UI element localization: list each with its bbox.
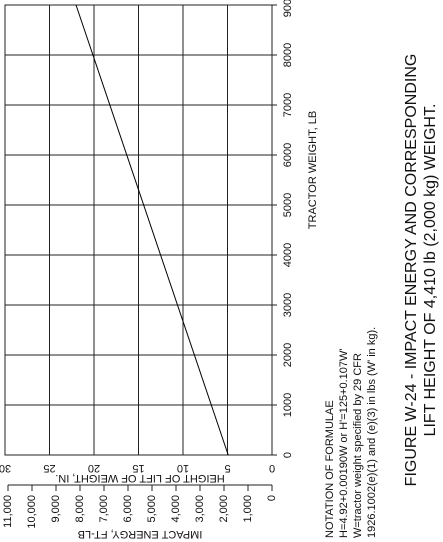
y2-tick-label: 4,000: [170, 495, 182, 523]
y-tick-label: 15: [132, 462, 144, 474]
y2-tick-label: 7,000: [98, 495, 110, 523]
data-line: [75, 4, 229, 456]
y2-axis-label: IMPACT ENERGY, FT-LB: [78, 528, 203, 540]
y2-tick-label: 5,000: [146, 495, 158, 523]
chart-title: LIFT HEIGHT OF 4,410 lb (2,000 kg) WEIGH…: [422, 104, 439, 437]
x-tick-label: 0: [282, 452, 294, 458]
y2-tick-label: 2,000: [218, 495, 230, 523]
y-axis-label: HEIGHT OF LIFT OF WEIGHT, IN.: [55, 472, 225, 484]
y-tick-label: 20: [88, 462, 100, 474]
x-tick-label: 6000: [282, 143, 294, 167]
x-axis-label: TRACTOR WEIGHT, LB: [307, 111, 319, 229]
y2-tick-label: 8,000: [74, 495, 86, 523]
x-tick-label: 4000: [282, 243, 294, 267]
x-tick-label: 1000: [282, 393, 294, 417]
y2-tick-label: 10,000: [26, 495, 38, 529]
y-tick-label: 30: [0, 462, 11, 474]
y-tick-label: 25: [43, 462, 55, 474]
x-tick-label: 2000: [282, 343, 294, 367]
x-tick-label: 5000: [282, 193, 294, 217]
y2-tick-label: 11,000: [2, 495, 14, 528]
chart-title: FIGURE W-24 - IMPACT ENERGY AND CORRESPO…: [403, 54, 420, 487]
x-tick-label: 8000: [282, 43, 294, 67]
y-tick-label: 5: [224, 462, 230, 474]
x-tick-label: 9000: [282, 0, 294, 17]
annotation: 1926.1002(e)(1) and (e)(3) in lbs (W' in…: [366, 327, 378, 538]
x-tick-label: 7000: [282, 93, 294, 117]
y2-tick-label: 1,000: [242, 495, 254, 523]
annotation: W=tractor weight specified by 29 CFR: [352, 353, 364, 538]
y2-tick-label: 3,000: [194, 495, 206, 523]
y2-tick-label: 0: [266, 495, 278, 501]
x-tick-label: 3000: [282, 293, 294, 317]
y2-tick-label: 6,000: [122, 495, 134, 523]
y-tick-label: 10: [177, 462, 189, 474]
annotation: NOTATION OF FORMULAE: [324, 400, 336, 538]
y2-tick-label: 9,000: [50, 495, 62, 523]
y-tick-label: 0: [269, 462, 275, 474]
annotation: H=4.92+0.00190W or H'=125+0.107W': [338, 349, 350, 539]
